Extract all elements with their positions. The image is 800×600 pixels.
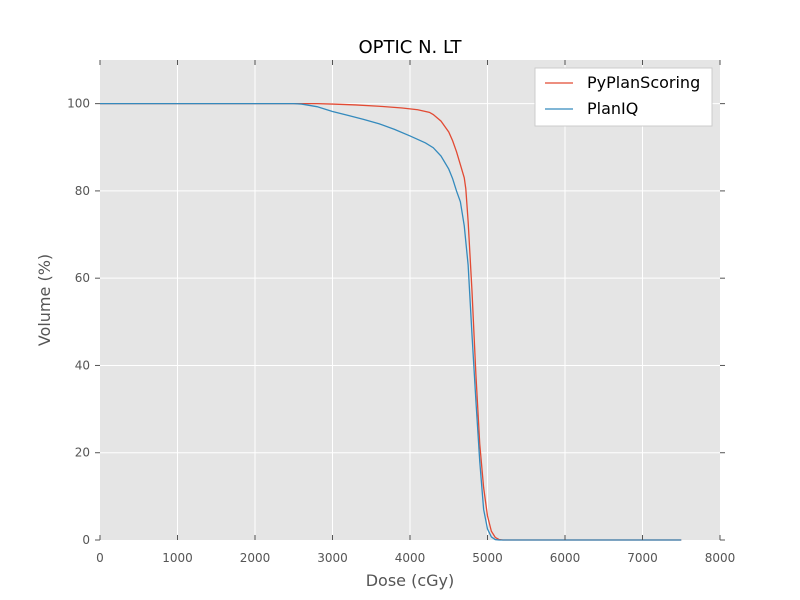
x-tick-label: 8000 [705, 551, 736, 565]
y-tick-label: 40 [75, 358, 90, 372]
series-line-pyplanscoring [100, 102, 682, 541]
y-axis-label: Volume (%) [35, 254, 54, 346]
x-tick-label: 0 [96, 551, 104, 565]
x-tick-label: 1000 [162, 551, 193, 565]
y-tick-label: 100 [67, 97, 90, 111]
x-axis-label: Dose (cGy) [366, 571, 455, 590]
x-tick-label: 7000 [627, 551, 658, 565]
chart-title: OPTIC N. LT [358, 37, 462, 58]
x-tick-label: 5000 [472, 551, 503, 565]
ticks-layer: 0 1000 2000 3000 4000 5000 6000 7000 8000 0 20 40 60… [67, 60, 735, 565]
x-tick-label: 2000 [240, 551, 271, 565]
y-tick-label: 0 [82, 533, 90, 547]
legend: PyPlanScoring PlanIQ [534, 67, 713, 127]
series-line-planiq [100, 102, 682, 541]
x-tick-label: 4000 [395, 551, 426, 565]
x-tick-label: 3000 [317, 551, 348, 565]
legend-entry: PyPlanScoring [587, 73, 700, 92]
series-layer [100, 102, 682, 541]
y-tick-label: 80 [75, 184, 90, 198]
legend-entry: PlanIQ [587, 99, 638, 118]
x-tick-label: 6000 [550, 551, 581, 565]
grid-lines [100, 60, 720, 540]
legend-box [534, 67, 713, 127]
y-tick-label: 60 [75, 271, 90, 285]
y-tick-label: 20 [75, 446, 90, 460]
